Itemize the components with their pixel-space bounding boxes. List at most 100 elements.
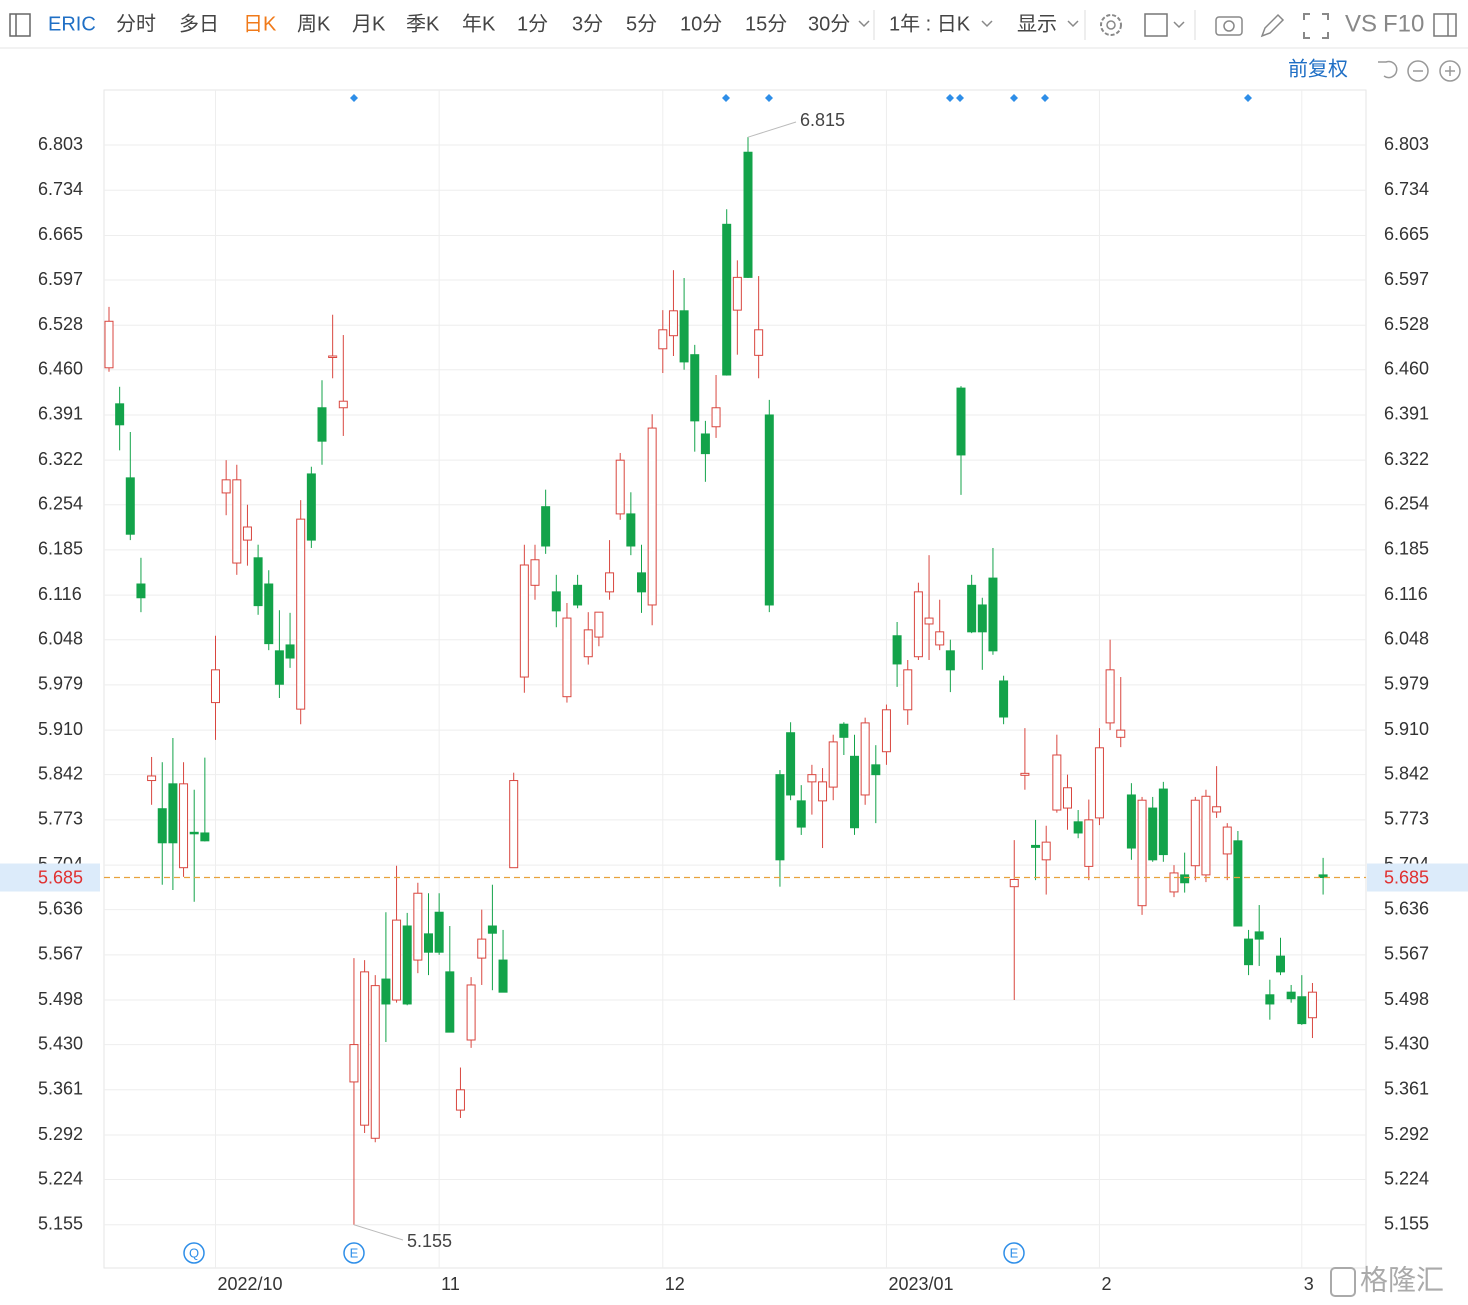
candle-body bbox=[732, 276, 742, 311]
chevron bbox=[1067, 20, 1079, 28]
y-tick-label: 5.567 bbox=[38, 944, 83, 964]
period-tab[interactable]: 5分 bbox=[626, 12, 657, 35]
candle-body bbox=[242, 526, 252, 541]
candle-body bbox=[1020, 772, 1030, 776]
period-tab[interactable]: 年K bbox=[462, 12, 496, 35]
event-diamond bbox=[1041, 94, 1049, 102]
y-tick-label: 6.597 bbox=[38, 269, 83, 289]
fullscreen-icon[interactable] bbox=[1303, 13, 1329, 39]
event-diamond bbox=[956, 94, 964, 102]
candle-body bbox=[541, 506, 551, 547]
y-tick-label: 6.254 bbox=[38, 493, 83, 513]
period-tab[interactable]: 季K bbox=[406, 12, 440, 35]
candle-body bbox=[690, 354, 700, 422]
icon-part bbox=[1223, 20, 1235, 32]
y-tick-label-right: 5.498 bbox=[1384, 989, 1429, 1009]
icon-part bbox=[1445, 66, 1455, 76]
candle-body bbox=[509, 780, 519, 869]
settings-icon[interactable] bbox=[1100, 14, 1122, 36]
display-select[interactable]: 显示 bbox=[1017, 13, 1057, 35]
sidebar-toggle[interactable] bbox=[9, 13, 31, 37]
zoom-in[interactable] bbox=[1439, 60, 1461, 82]
y-tick-label-right: 6.254 bbox=[1384, 493, 1429, 513]
y-tick-label: 5.842 bbox=[38, 763, 83, 783]
pen-icon[interactable] bbox=[1260, 13, 1285, 38]
candle-body bbox=[562, 617, 572, 698]
period-tab[interactable]: 日K bbox=[243, 13, 277, 35]
toolbar bbox=[0, 0, 1468, 48]
candle-body bbox=[477, 938, 487, 959]
candle-body bbox=[1254, 931, 1264, 940]
y-tick-label: 5.361 bbox=[38, 1079, 83, 1099]
candle-body bbox=[711, 407, 721, 428]
period-tab[interactable]: 1分 bbox=[517, 12, 548, 35]
candle-body bbox=[1244, 938, 1254, 966]
last-price-label-right: 5.685 bbox=[1384, 867, 1429, 887]
candle-body bbox=[392, 919, 402, 1001]
period-tab[interactable]: 月K bbox=[352, 13, 386, 35]
price-tag-bg bbox=[0, 863, 100, 892]
event-diamond bbox=[722, 94, 730, 102]
vs-button[interactable]: VS bbox=[1345, 10, 1377, 37]
candle-body bbox=[1169, 872, 1179, 893]
y-tick-label-right: 6.048 bbox=[1384, 628, 1429, 648]
y-tick-label: 5.636 bbox=[38, 898, 83, 918]
candle-body bbox=[850, 755, 859, 829]
x-tick-label: 2 bbox=[1101, 1274, 1111, 1294]
period-tab[interactable]: 15分 bbox=[745, 12, 787, 35]
candle-body bbox=[637, 572, 646, 593]
candle-body bbox=[743, 151, 753, 278]
undo-icon[interactable] bbox=[1378, 60, 1398, 79]
adjust-button[interactable]: 前复权 bbox=[1288, 57, 1348, 80]
candle-body bbox=[349, 1044, 359, 1083]
candle-body bbox=[999, 680, 1009, 718]
y-tick-label: 6.185 bbox=[38, 539, 83, 559]
candle-body bbox=[764, 414, 774, 606]
period-tab[interactable]: 10分 bbox=[680, 12, 722, 35]
candle-body bbox=[583, 629, 593, 658]
candle-body bbox=[818, 781, 828, 802]
candle-body bbox=[881, 709, 891, 753]
y-tick-label-right: 5.910 bbox=[1384, 719, 1429, 739]
event-diamond bbox=[1244, 94, 1252, 102]
y-tick-label-right: 6.528 bbox=[1384, 314, 1429, 334]
period-tab[interactable]: 多日 bbox=[179, 12, 219, 35]
event-diamond bbox=[765, 94, 773, 102]
candle-body bbox=[1318, 874, 1328, 879]
chevron bbox=[858, 20, 870, 28]
y-tick-label: 5.430 bbox=[38, 1033, 83, 1053]
x-tick-label: 3 bbox=[1304, 1274, 1314, 1294]
period-tab[interactable]: 30分 bbox=[808, 12, 850, 35]
chevron bbox=[1173, 21, 1185, 29]
period-tab[interactable]: 周K bbox=[297, 13, 331, 35]
zoom-out[interactable] bbox=[1407, 60, 1429, 82]
camera-icon[interactable] bbox=[1215, 16, 1243, 36]
panel-icon[interactable] bbox=[1433, 13, 1457, 37]
y-tick-label-right: 6.597 bbox=[1384, 269, 1429, 289]
period-tab[interactable]: 分时 bbox=[116, 12, 156, 35]
candle-body bbox=[1009, 878, 1019, 888]
y-tick-label: 5.292 bbox=[38, 1124, 83, 1144]
candle-body bbox=[253, 557, 263, 607]
last-price-label: 5.685 bbox=[38, 867, 83, 887]
period-tab[interactable]: 3分 bbox=[572, 12, 603, 35]
y-tick-label-right: 5.979 bbox=[1384, 674, 1429, 694]
candle-body bbox=[807, 774, 817, 783]
candle-body bbox=[1307, 991, 1317, 1019]
drawing-icon[interactable] bbox=[1144, 13, 1168, 37]
candle-body bbox=[115, 403, 125, 426]
candle-body bbox=[1073, 821, 1083, 834]
candle-body bbox=[892, 635, 902, 665]
candle-body bbox=[434, 911, 444, 953]
range-select[interactable]: 1年 : 日K bbox=[889, 12, 971, 35]
y-tick-label: 5.773 bbox=[38, 809, 83, 829]
y-tick-label: 6.116 bbox=[38, 584, 82, 604]
symbol[interactable]: ERIC bbox=[48, 13, 96, 35]
candle-body bbox=[605, 572, 615, 593]
candle-body bbox=[1041, 841, 1051, 861]
f10-button[interactable]: F10 bbox=[1383, 10, 1424, 37]
y-tick-label: 6.322 bbox=[38, 449, 83, 469]
x-tick-label: 11 bbox=[441, 1274, 460, 1294]
y-tick-label-right: 6.391 bbox=[1384, 404, 1429, 424]
event-diamond bbox=[1010, 94, 1018, 102]
